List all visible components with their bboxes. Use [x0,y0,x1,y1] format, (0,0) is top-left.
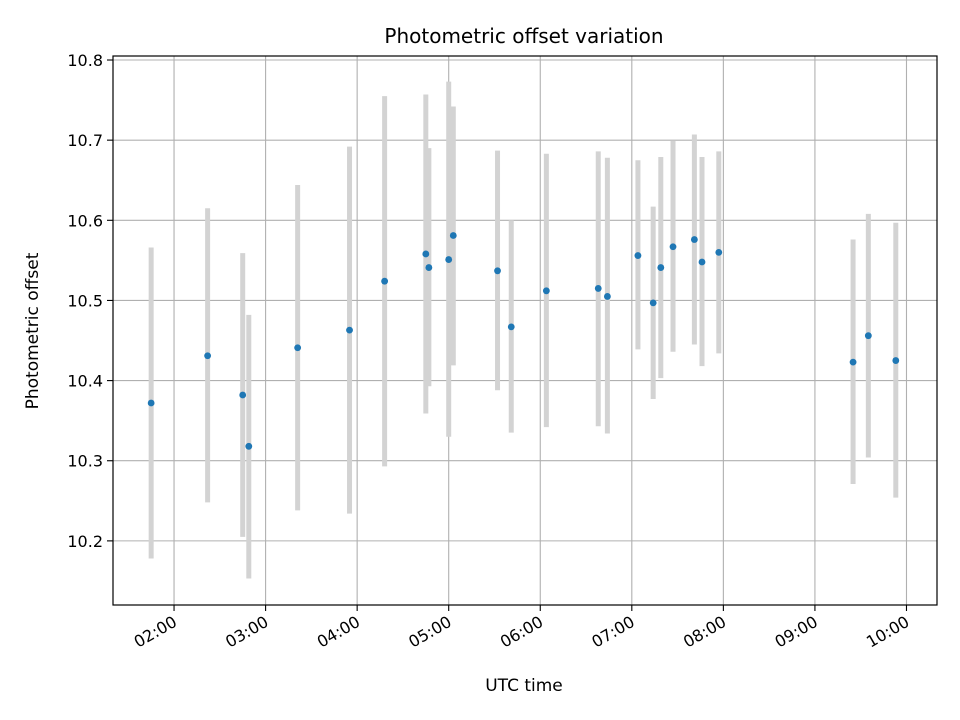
data-point [239,391,247,399]
data-point [381,277,389,285]
data-points [147,232,900,450]
y-tick-label: 10.8 [67,51,103,70]
data-point [245,442,253,450]
data-point [445,256,453,263]
data-point [715,248,723,256]
data-point [294,344,302,352]
data-point [507,323,515,331]
data-point [849,358,857,366]
data-point [649,299,657,307]
data-point [604,293,611,300]
data-point [542,287,550,295]
y-tick-label: 10.5 [67,291,103,310]
data-point [669,243,677,251]
x-axis-label: UTC time [485,676,563,696]
y-axis-label: Photometric offset [23,252,43,409]
y-tick-label: 10.2 [67,532,103,551]
data-point [864,332,872,340]
data-point [690,236,698,243]
data-point [147,399,155,407]
data-point [422,250,430,258]
data-point [698,258,706,266]
data-point [634,252,642,259]
y-tick-label: 10.3 [67,452,103,471]
data-point [204,352,212,360]
y-tick-label: 10.6 [67,211,103,230]
plot-area-frame [112,55,938,606]
data-point [657,264,665,271]
y-tick-label: 10.7 [67,131,103,150]
data-point [892,357,900,364]
data-point [494,267,501,275]
data-point [425,264,433,271]
data-point [449,232,457,239]
data-point [594,285,602,292]
data-point [346,326,353,334]
y-tick-label: 10.4 [67,372,103,391]
y-axis-ticks: 10.2 10.3 10.4 10.5 10.6 10.7 10.8 [67,51,113,551]
chart-title: Photometric offset variation [384,24,663,48]
